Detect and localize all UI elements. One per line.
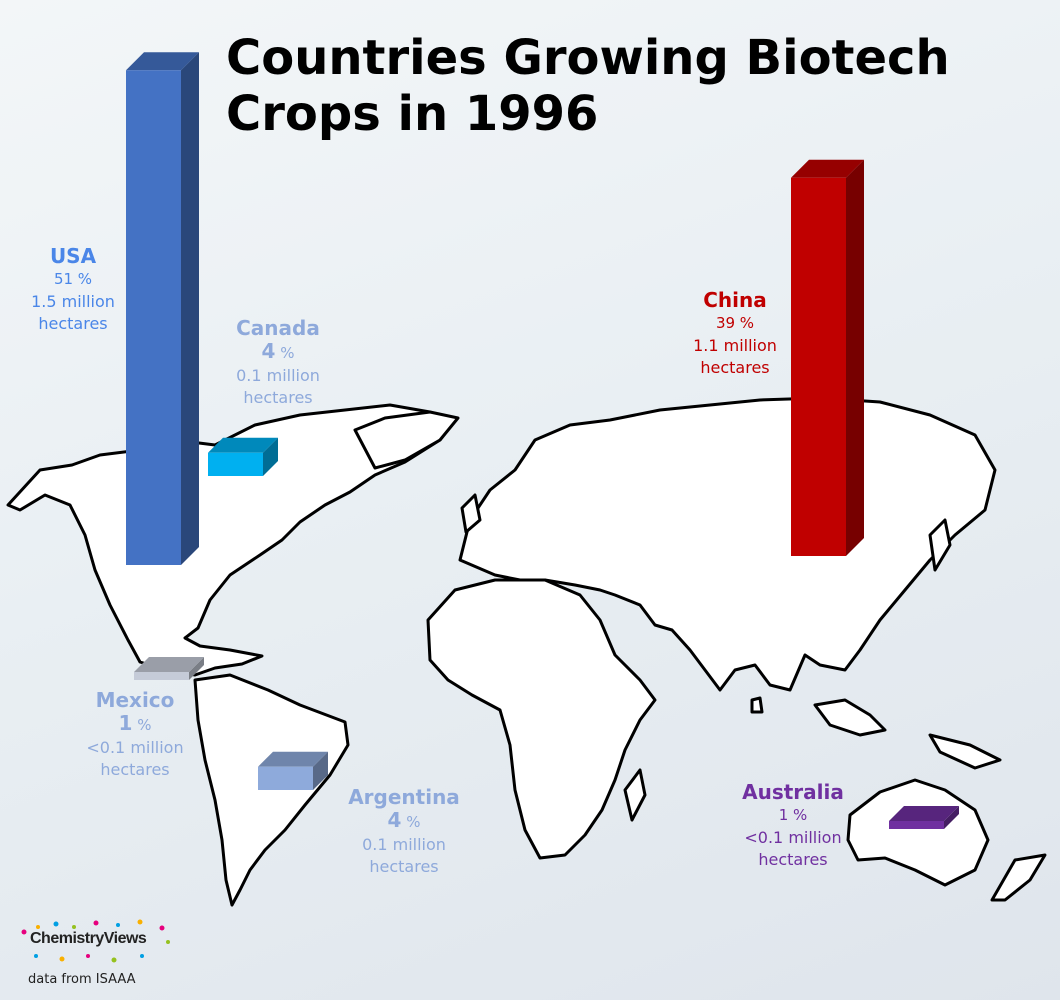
- area-unit: hectares: [243, 388, 313, 407]
- bar-front-face: [889, 821, 944, 829]
- australia-landmass: [846, 778, 990, 887]
- bar-usa: [126, 52, 199, 566]
- bar-side-face: [846, 159, 864, 556]
- madagascar-landmass: [623, 768, 647, 822]
- area-unit: hectares: [369, 857, 439, 876]
- new-zealand-landmass: [990, 853, 1047, 902]
- southeast-asia-islands: [813, 698, 887, 737]
- area-value: 1.1 million: [693, 336, 777, 355]
- country-name: China: [703, 288, 767, 312]
- bar-top-face: [208, 437, 278, 453]
- area-value: 1.5 million: [31, 292, 115, 311]
- label-australia: Australia 1 % <0.1 million hectares: [732, 780, 854, 871]
- bar-side-face: [313, 751, 328, 790]
- country-name: USA: [49, 244, 97, 268]
- bar-front-face: [258, 766, 313, 790]
- area-unit: hectares: [100, 760, 170, 779]
- bar-front-face: [791, 177, 846, 556]
- bar-front-face: [208, 452, 263, 476]
- country-name: Australia: [742, 780, 844, 804]
- percent-unit: %: [406, 813, 421, 831]
- uk-landmass: [460, 493, 482, 534]
- greenland-landmass: [353, 410, 460, 470]
- logo-dots-icon: [21, 919, 170, 963]
- world-map: [6, 396, 1047, 907]
- brand-name: ChemistryViews: [30, 930, 147, 947]
- bar-top-face: [134, 657, 204, 672]
- country-name: Canada: [236, 316, 320, 340]
- bar-front-face: [126, 70, 181, 566]
- bar-china: [791, 159, 864, 556]
- area-unit: hectares: [700, 358, 770, 377]
- bar-canada: [208, 437, 278, 476]
- north-america-landmass: [6, 403, 457, 677]
- source-note: data from ISAAA: [28, 972, 136, 987]
- bars-layer: [126, 52, 959, 829]
- bar-top-face: [258, 751, 328, 767]
- bar-australia: [889, 806, 959, 829]
- percent-value: 39 %: [715, 314, 755, 332]
- africa-landmass: [426, 578, 657, 860]
- label-china: China 39 % 1.1 million hectares: [680, 288, 790, 379]
- label-canada: Canada 4 % 0.1 million hectares: [220, 316, 336, 409]
- percent-unit: %: [280, 344, 295, 362]
- chemistryviews-logo: ChemistryViews: [16, 918, 176, 963]
- bar-mexico: [134, 657, 204, 680]
- area-value: 0.1 million: [236, 366, 320, 385]
- percent-value: 4: [387, 808, 402, 832]
- percent-value: 4: [261, 339, 276, 363]
- country-name: Argentina: [348, 785, 460, 809]
- country-name: Mexico: [95, 688, 175, 712]
- percent-value: 1 %: [778, 806, 808, 824]
- area-unit: hectares: [758, 850, 828, 869]
- new-guinea-landmass: [928, 733, 1002, 770]
- percent-value: 51 %: [53, 270, 93, 288]
- bar-top-face: [889, 806, 959, 821]
- area-value: <0.1 million: [744, 828, 842, 847]
- bar-top-face: [126, 52, 199, 71]
- bar-side-face: [944, 806, 959, 829]
- sri-lanka-landmass: [750, 696, 764, 714]
- percent-value: 1: [118, 711, 133, 735]
- bar-side-face: [189, 657, 204, 680]
- bar-side-face: [263, 437, 278, 476]
- bar-argentina: [258, 751, 328, 790]
- label-usa: USA 51 % 1.5 million hectares: [18, 244, 128, 335]
- japan-landmass: [928, 518, 952, 572]
- area-unit: hectares: [38, 314, 108, 333]
- bar-side-face: [181, 52, 199, 566]
- chart-title: Countries Growing Biotech Crops in 1996: [226, 30, 950, 142]
- bar-front-face: [134, 672, 189, 680]
- area-value: <0.1 million: [86, 738, 184, 757]
- area-value: 0.1 million: [362, 835, 446, 854]
- label-argentina: Argentina 4 % 0.1 million hectares: [334, 785, 474, 878]
- percent-unit: %: [137, 716, 152, 734]
- bar-top-face: [791, 159, 864, 178]
- label-mexico: Mexico 1 % <0.1 million hectares: [70, 688, 200, 781]
